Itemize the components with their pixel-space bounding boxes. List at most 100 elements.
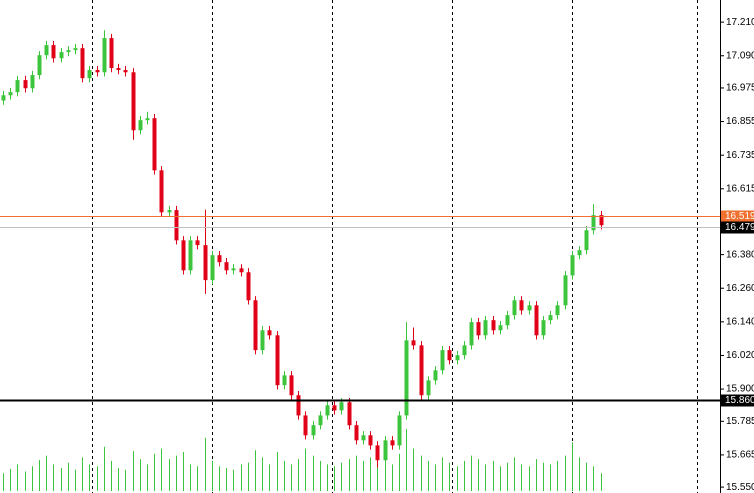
separators xyxy=(92,0,698,493)
y-tick-label: 16.380 xyxy=(726,249,754,260)
candle-body xyxy=(541,320,546,336)
candle-body xyxy=(426,380,431,396)
candle-body xyxy=(131,72,136,131)
y-tick-label: 17.090 xyxy=(726,50,754,61)
candle-body xyxy=(275,335,280,386)
candle-body xyxy=(476,322,481,336)
candle-body xyxy=(289,375,294,396)
candle-body xyxy=(361,435,366,441)
y-tick-label: 16.140 xyxy=(726,316,754,327)
candle-body xyxy=(347,402,352,426)
y-tick-label: 17.210 xyxy=(726,17,754,28)
candle-body xyxy=(397,415,402,446)
candle-body xyxy=(23,80,28,89)
candle-body xyxy=(440,350,445,371)
candle-body xyxy=(203,245,208,281)
candle-body xyxy=(577,250,582,256)
candle-body xyxy=(253,300,258,351)
y-tick-label: 15.550 xyxy=(726,482,754,493)
candle-body xyxy=(447,350,452,361)
candle-body xyxy=(411,340,416,346)
candle-body xyxy=(584,230,589,251)
candle-body xyxy=(116,68,121,71)
candle-body xyxy=(512,300,517,316)
candle-body xyxy=(174,210,179,241)
candle-body xyxy=(563,275,568,306)
candle-body xyxy=(404,340,409,416)
candle-body xyxy=(224,262,229,271)
price-tag-label: 15.860 xyxy=(725,395,754,406)
candle-body xyxy=(599,215,604,226)
candle-body xyxy=(246,272,251,301)
candle-body xyxy=(498,325,503,331)
candle-body xyxy=(73,48,78,51)
candle-body xyxy=(311,425,316,436)
candle-body xyxy=(231,268,236,271)
price-tag-label: 16.519 xyxy=(725,211,754,222)
candle-body xyxy=(534,305,539,336)
candle-body xyxy=(303,415,308,436)
price-tag xyxy=(721,221,754,234)
candle-body xyxy=(368,435,373,446)
candle-body xyxy=(267,330,272,336)
candle-body xyxy=(51,45,56,59)
y-tick-label: 15.665 xyxy=(726,450,754,461)
candle-body xyxy=(239,268,244,273)
candle-body xyxy=(138,120,143,131)
price-tag xyxy=(721,394,754,407)
candle-body xyxy=(66,50,71,53)
candle-body xyxy=(462,345,467,356)
price-tag-label: 16.479 xyxy=(725,222,754,233)
candle-body xyxy=(433,370,438,381)
candle-body xyxy=(469,322,474,346)
candle-body xyxy=(548,315,553,321)
candle-body xyxy=(375,445,380,461)
candle-body xyxy=(339,402,344,411)
candle-body xyxy=(188,240,193,271)
candle-body xyxy=(383,440,388,461)
y-tick-label: 16.615 xyxy=(726,183,754,194)
candle-body xyxy=(87,70,92,79)
candle-body xyxy=(195,240,200,246)
candle-body xyxy=(390,440,395,446)
candle-body xyxy=(282,375,287,386)
candle-body xyxy=(332,405,337,411)
candle-body xyxy=(260,330,265,351)
candle-body xyxy=(159,170,164,213)
y-tick-label: 15.785 xyxy=(726,416,754,427)
candle-body xyxy=(354,425,359,441)
candle-body xyxy=(491,320,496,331)
candle-body xyxy=(318,415,323,426)
y-tick-label: 16.020 xyxy=(726,350,754,361)
candle-body xyxy=(37,55,42,76)
price-tag xyxy=(721,210,754,223)
candle-body xyxy=(419,345,424,396)
candle-body xyxy=(455,355,460,361)
candle-body xyxy=(591,215,596,231)
candle-body xyxy=(145,118,150,121)
candle-body xyxy=(15,80,20,93)
candle-body xyxy=(519,300,524,311)
candle-body xyxy=(123,70,128,73)
y-tick-label: 15.900 xyxy=(726,384,754,395)
candle-body xyxy=(80,48,85,79)
candle-body xyxy=(570,255,575,276)
candle-body xyxy=(95,70,100,73)
candle-body xyxy=(102,38,107,73)
candle-body xyxy=(296,395,301,416)
candle-body xyxy=(30,75,35,89)
candle-body xyxy=(527,305,532,311)
candle-body xyxy=(483,320,488,336)
candle-body xyxy=(8,92,13,96)
y-tick-label: 16.975 xyxy=(726,83,754,94)
y-tick-label: 16.855 xyxy=(726,116,754,127)
y-tick-label: 16.735 xyxy=(726,150,754,161)
candle-body xyxy=(505,315,510,326)
candle-body xyxy=(167,210,172,213)
candle-body xyxy=(109,38,114,69)
candle-body xyxy=(210,255,215,281)
candle-body xyxy=(555,305,560,316)
candle-body xyxy=(217,255,222,263)
